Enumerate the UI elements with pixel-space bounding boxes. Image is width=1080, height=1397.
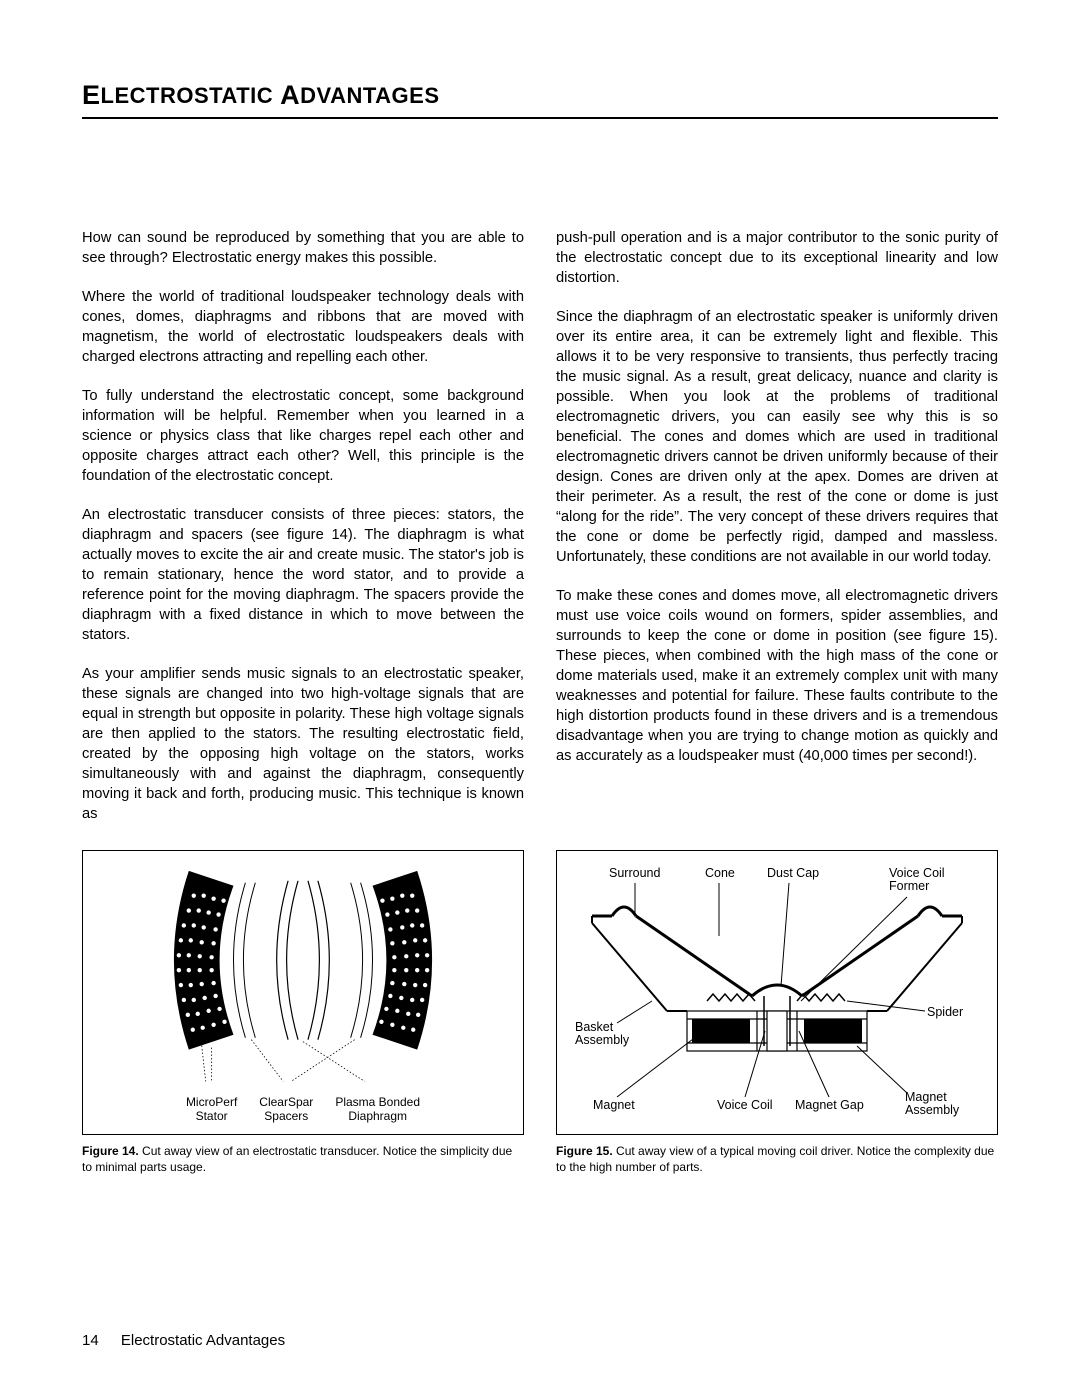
page-heading: ELECTROSTATIC ADVANTAGES (82, 80, 998, 119)
fig14-label-stator: MicroPerfStator (186, 1096, 237, 1124)
body-paragraph: To fully understand the electrostatic co… (82, 387, 524, 487)
left-column: How can sound be reproduced by something… (82, 229, 524, 844)
body-paragraph: To make these cones and domes move, all … (556, 587, 998, 767)
figure-15-diagram: Surround Cone Dust Cap Voice CoilFormer … (556, 850, 998, 1135)
figure-14-caption: Figure 14. Cut away view of an electrost… (82, 1143, 524, 1175)
page-number: 14 (82, 1332, 99, 1349)
label-magnetgap: Magnet Gap (795, 1099, 864, 1113)
figure-15: Surround Cone Dust Cap Voice CoilFormer … (556, 850, 998, 1175)
label-voicecoil: Voice Coil (717, 1099, 773, 1113)
label-spider: Spider (927, 1006, 963, 1020)
body-paragraph: Where the world of traditional loudspeak… (82, 288, 524, 368)
right-column: push-pull operation and is a major contr… (556, 229, 998, 844)
label-magnet: Magnet (593, 1099, 635, 1113)
figure-14-diagram: MicroPerfStator ClearSparSpacers Plasma … (82, 850, 524, 1135)
body-paragraph: Since the diaphragm of an electrostatic … (556, 308, 998, 568)
body-paragraph: As your amplifier sends music signals to… (82, 665, 524, 825)
body-paragraph: An electrostatic transducer consists of … (82, 506, 524, 646)
page-footer: 14 Electrostatic Advantages (82, 1332, 285, 1349)
footer-title: Electrostatic Advantages (121, 1332, 285, 1349)
label-vcformer: Voice CoilFormer (889, 867, 945, 895)
electrostatic-transducer-icon (83, 851, 523, 1134)
label-basket: BasketAssembly (575, 1021, 629, 1049)
fig14-label-spacers: ClearSparSpacers (259, 1096, 313, 1124)
label-magassy: MagnetAssembly (905, 1091, 959, 1119)
label-cone: Cone (705, 867, 735, 881)
label-surround: Surround (609, 867, 660, 881)
body-columns: How can sound be reproduced by something… (82, 229, 998, 844)
figure-15-caption: Figure 15. Cut away view of a typical mo… (556, 1143, 998, 1175)
body-paragraph: How can sound be reproduced by something… (82, 229, 524, 269)
fig14-label-diaphragm: Plasma BondedDiaphragm (335, 1096, 420, 1124)
figure-14: MicroPerfStator ClearSparSpacers Plasma … (82, 850, 524, 1175)
body-paragraph: push-pull operation and is a major contr… (556, 229, 998, 289)
label-dustcap: Dust Cap (767, 867, 819, 881)
